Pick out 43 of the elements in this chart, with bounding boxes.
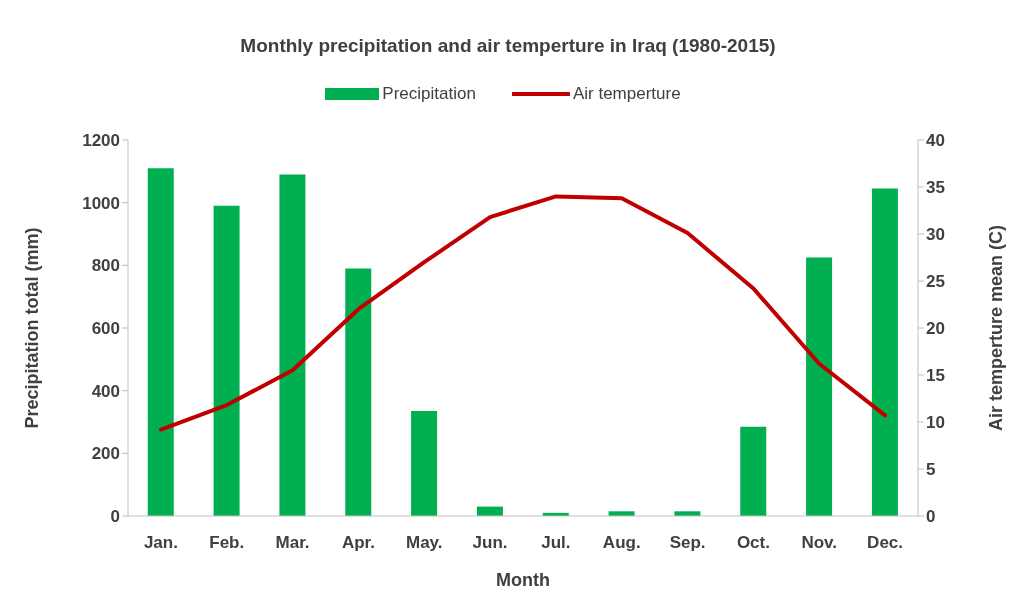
y-tick-label: 800 xyxy=(91,256,120,276)
y2-tick-label: 20 xyxy=(926,319,945,339)
y-axis-title: Precipitation total (mm) xyxy=(22,227,43,429)
x-tick-label: Jan. xyxy=(143,533,178,553)
y-tick-label: 600 xyxy=(91,319,120,339)
x-tick-label: Apr. xyxy=(341,533,375,553)
x-tick-label: Oct. xyxy=(736,533,770,553)
bar xyxy=(345,268,372,516)
legend-label: Air temperture xyxy=(572,84,681,104)
y-tick-label: 1000 xyxy=(82,193,120,213)
y2-tick-label: 25 xyxy=(926,272,945,292)
x-tick-label: Jul. xyxy=(541,533,571,553)
y2-tick-label: 10 xyxy=(926,413,945,433)
x-tick-label: Jun. xyxy=(472,533,508,553)
x-tick-label: Mar. xyxy=(275,533,310,553)
bar xyxy=(147,168,174,516)
x-tick-label: Feb. xyxy=(209,533,245,553)
y2-tick-label: 30 xyxy=(926,225,945,245)
y-tick-label: 0 xyxy=(110,507,120,527)
y-tick-label: 200 xyxy=(91,444,120,464)
chart-title: Monthly precipitation and air temperture in Iraq (1980-2015) xyxy=(239,34,777,58)
x-tick-label: Dec. xyxy=(867,533,904,553)
bar xyxy=(806,257,833,516)
bar xyxy=(279,174,306,516)
y2-tick-label: 15 xyxy=(926,366,945,386)
y-tick-label: 400 xyxy=(91,381,120,401)
y2-tick-label: 40 xyxy=(926,131,945,151)
y2-tick-label: 0 xyxy=(926,507,936,527)
bar xyxy=(740,426,767,516)
bar xyxy=(871,188,898,516)
bar xyxy=(213,205,240,516)
x-tick-label: Sep. xyxy=(669,533,706,553)
x-axis-title: Month xyxy=(496,570,550,590)
x-tick-label: May. xyxy=(405,533,443,553)
y2-axis-title: Air temperture mean (C) xyxy=(986,224,1007,432)
y2-tick-label: 35 xyxy=(926,178,945,198)
x-tick-label: Aug. xyxy=(602,533,641,553)
x-tick-label: Nov. xyxy=(801,533,838,553)
y2-tick-label: 5 xyxy=(926,460,936,480)
y-tick-label: 1200 xyxy=(82,131,120,151)
line-series xyxy=(158,194,888,432)
bar xyxy=(411,411,438,516)
legend-label: Precipitation xyxy=(382,84,476,104)
